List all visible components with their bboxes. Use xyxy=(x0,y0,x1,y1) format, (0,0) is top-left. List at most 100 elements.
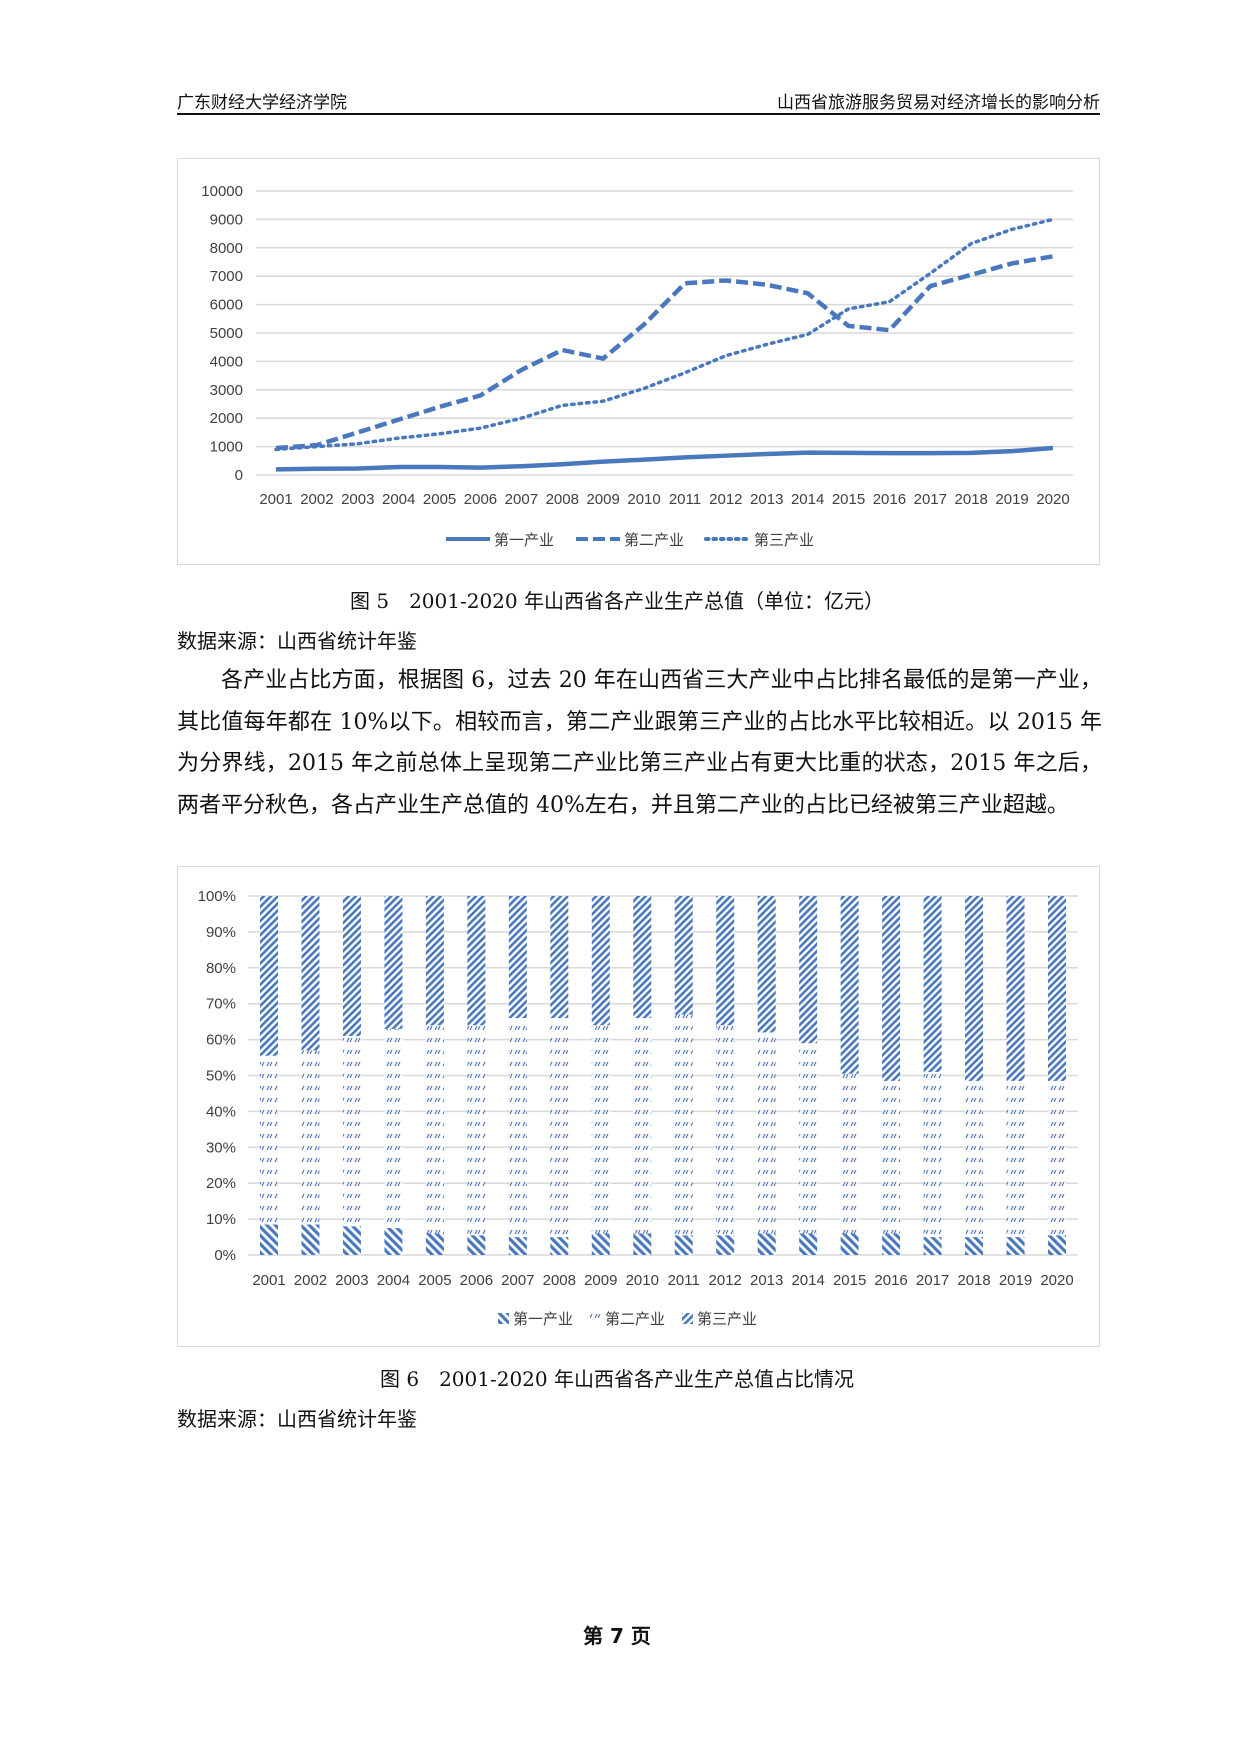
bar-segment-1 xyxy=(342,1226,361,1255)
bar-segment-3 xyxy=(674,896,693,1015)
bar-segment-1 xyxy=(508,1237,527,1255)
bar-segment-2 xyxy=(260,1055,278,1225)
bar-segment-1 xyxy=(591,1233,610,1255)
bar-segment-1 xyxy=(923,1237,942,1255)
bar-segment-3 xyxy=(467,896,486,1026)
bar-segment-2 xyxy=(425,1025,444,1234)
y-tick-label: 0 xyxy=(235,467,243,484)
bar-segment-1 xyxy=(1048,1235,1066,1255)
legend-swatch xyxy=(590,1313,601,1324)
x-tick-label: 2019 xyxy=(999,1272,1032,1289)
x-tick-label: 2013 xyxy=(750,1272,783,1289)
x-tick-label: 2012 xyxy=(709,1272,742,1289)
x-tick-label: 2015 xyxy=(832,491,865,508)
x-tick-label: 2010 xyxy=(627,491,660,508)
bar-segment-3 xyxy=(1048,896,1066,1081)
legend-label: 第二产业 xyxy=(605,1310,665,1328)
x-tick-label: 2004 xyxy=(382,491,415,508)
figure6-chart: 0% 10% 20% 30% 40% 50% 60% 70% 80% 90% 100% 2001 200… xyxy=(177,866,1100,1347)
y-tick-label: 100% xyxy=(198,888,236,905)
bar-segment-3 xyxy=(301,896,320,1051)
bar-segment-2 xyxy=(1048,1080,1066,1236)
bar-segment-3 xyxy=(757,896,776,1033)
bar-segment-1 xyxy=(882,1233,901,1255)
legend-swatch xyxy=(498,1313,509,1324)
bar-segment-1 xyxy=(633,1233,652,1255)
bar-segment-2 xyxy=(633,1018,652,1234)
x-tick-label: 2012 xyxy=(709,491,742,508)
x-tick-label: 2015 xyxy=(833,1272,866,1289)
y-tick-label: 40% xyxy=(206,1103,236,1120)
figure5-source: 数据来源：山西省统计年鉴 xyxy=(177,629,417,653)
bar-segment-1 xyxy=(965,1237,984,1255)
bar-segment-1 xyxy=(799,1233,818,1255)
bar-segment-3 xyxy=(260,896,278,1056)
series-line-2 xyxy=(275,254,1054,451)
page-number: 第 7 页 xyxy=(583,1624,651,1648)
y-tick-label: 70% xyxy=(206,996,236,1013)
x-tick-label: 2016 xyxy=(873,491,906,508)
bar-segment-1 xyxy=(301,1224,320,1255)
x-tick-label: 2009 xyxy=(586,491,619,508)
x-tick-label: 2018 xyxy=(955,491,988,508)
x-tick-label: 2008 xyxy=(546,491,579,508)
x-tick-label: 2018 xyxy=(957,1272,990,1289)
x-tick-label: 2020 xyxy=(1036,491,1069,508)
series-line-3 xyxy=(274,217,1055,452)
x-tick-label: 2005 xyxy=(423,491,456,508)
header-rule xyxy=(177,113,1100,115)
stacked-bar-chart: 0% 10% 20% 30% 40% 50% 60% 70% 80% 90% 100% 2001 200… xyxy=(198,888,1078,1328)
legend-label: 第三产业 xyxy=(697,1310,757,1328)
bar-segment-1 xyxy=(384,1228,403,1255)
x-tick-label: 2009 xyxy=(584,1272,617,1289)
bar-segment-1 xyxy=(757,1233,776,1255)
bar-segment-3 xyxy=(633,896,652,1019)
figure6-source: 数据来源：山西省统计年鉴 xyxy=(177,1407,417,1431)
legend-label: 第一产业 xyxy=(513,1310,573,1328)
figure6-caption: 图 6 2001-2020 年山西省各产业生产总值占比情况 xyxy=(380,1367,854,1391)
bar-segment-3 xyxy=(425,896,444,1026)
x-tick-label: 2011 xyxy=(668,1272,700,1289)
y-tick-label: 6000 xyxy=(210,297,243,314)
bar-segment-2 xyxy=(342,1036,361,1227)
x-tick-label: 2003 xyxy=(341,491,374,508)
bar-segment-3 xyxy=(1006,896,1025,1081)
bar-segment-3 xyxy=(840,896,859,1074)
bar-segment-1 xyxy=(260,1224,278,1255)
y-tick-label: 7000 xyxy=(210,268,243,285)
x-tick-label: 2002 xyxy=(300,491,333,508)
bar-segment-3 xyxy=(591,896,610,1026)
line-chart: 0 1000 2000 3000 4000 5000 6000 7000 8000 9000 100… xyxy=(201,183,1073,549)
y-tick-label: 60% xyxy=(206,1032,236,1049)
x-tick-label: 2020 xyxy=(1040,1272,1073,1289)
x-tick-label: 2006 xyxy=(464,491,497,508)
bar-segment-2 xyxy=(1006,1080,1025,1238)
bar-segment-2 xyxy=(965,1080,984,1238)
bar-segment-2 xyxy=(882,1080,901,1234)
y-tick-label: 10000 xyxy=(201,183,243,200)
x-tick-label: 2014 xyxy=(791,491,824,508)
bar-segment-2 xyxy=(508,1018,527,1238)
bar-segment-2 xyxy=(467,1025,486,1236)
bar-segment-3 xyxy=(508,896,527,1019)
bar-segment-2 xyxy=(384,1028,403,1229)
y-tick-label: 50% xyxy=(206,1068,236,1085)
bar-segment-2 xyxy=(757,1032,776,1234)
x-tick-label: 2006 xyxy=(460,1272,493,1289)
bar-segment-1 xyxy=(716,1235,735,1255)
x-tick-label: 2014 xyxy=(791,1272,824,1289)
bar-segment-2 xyxy=(591,1025,610,1234)
bar-segment-1 xyxy=(1006,1237,1025,1255)
y-tick-label: 9000 xyxy=(210,211,243,228)
y-tick-label: 2000 xyxy=(210,410,243,427)
x-tick-label: 2007 xyxy=(505,491,538,508)
x-tick-label: 2010 xyxy=(626,1272,659,1289)
x-tick-label: 2001 xyxy=(259,491,292,508)
x-tick-label: 2004 xyxy=(377,1272,410,1289)
bar-segment-3 xyxy=(965,896,984,1081)
y-tick-label: 3000 xyxy=(210,382,243,399)
x-tick-label: 2013 xyxy=(750,491,783,508)
bar-segment-1 xyxy=(467,1235,486,1255)
bar-segment-2 xyxy=(923,1071,942,1238)
bar-segment-1 xyxy=(550,1237,569,1255)
